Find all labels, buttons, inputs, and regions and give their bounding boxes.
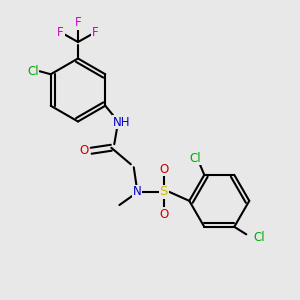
Text: NH: NH	[113, 116, 130, 129]
Text: O: O	[159, 163, 168, 176]
Text: O: O	[80, 144, 89, 157]
Text: Cl: Cl	[27, 65, 38, 78]
Text: S: S	[160, 185, 168, 198]
Text: F: F	[92, 26, 99, 39]
Text: Cl: Cl	[254, 231, 266, 244]
Text: F: F	[75, 16, 81, 29]
Text: Cl: Cl	[190, 152, 201, 165]
Text: F: F	[57, 26, 64, 39]
Text: O: O	[159, 208, 168, 221]
Text: N: N	[132, 185, 141, 198]
